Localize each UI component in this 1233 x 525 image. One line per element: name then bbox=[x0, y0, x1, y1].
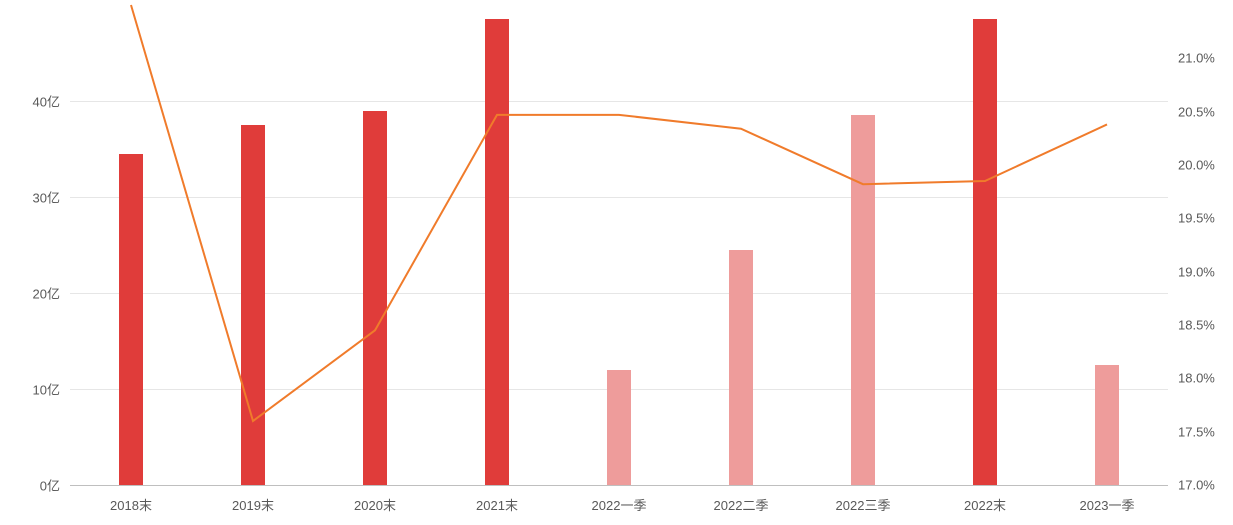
bar bbox=[485, 19, 509, 485]
bar bbox=[851, 115, 875, 485]
gridline bbox=[70, 485, 1168, 486]
x-tick-label: 2022末 bbox=[964, 495, 1006, 514]
gridline bbox=[70, 101, 1168, 102]
y1-tick-label: 0亿 bbox=[40, 476, 60, 495]
y2-tick-label: 17.5% bbox=[1178, 424, 1215, 439]
x-tick-label: 2022一季 bbox=[592, 495, 647, 514]
y2-tick-label: 17.0% bbox=[1178, 478, 1215, 493]
gridline bbox=[70, 293, 1168, 294]
y1-tick-label: 10亿 bbox=[33, 380, 60, 399]
bar bbox=[363, 111, 387, 485]
bar bbox=[1095, 365, 1119, 485]
bar bbox=[973, 19, 997, 485]
x-tick-label: 2021末 bbox=[476, 495, 518, 514]
y1-tick-label: 40亿 bbox=[33, 92, 60, 111]
dual-axis-bar-line-chart: 0亿 10亿 20亿 30亿 40亿 17.0% 17.5% 18.0% 18.5% 19.0% 1… bbox=[0, 0, 1233, 525]
y2-tick-label: 19.5% bbox=[1178, 211, 1215, 226]
y2-tick-label: 20.0% bbox=[1178, 158, 1215, 173]
y2-tick-label: 20.5% bbox=[1178, 104, 1215, 119]
x-tick-label: 2020末 bbox=[354, 495, 396, 514]
x-tick-label: 2018末 bbox=[110, 495, 152, 514]
x-tick-label: 2022二季 bbox=[714, 495, 769, 514]
y1-tick-label: 30亿 bbox=[33, 188, 60, 207]
y2-tick-label: 18.5% bbox=[1178, 318, 1215, 333]
x-tick-label: 2023一季 bbox=[1080, 495, 1135, 514]
x-tick-label: 2022三季 bbox=[836, 495, 891, 514]
gridline bbox=[70, 197, 1168, 198]
y2-tick-label: 19.0% bbox=[1178, 264, 1215, 279]
bar bbox=[119, 154, 143, 485]
bar bbox=[729, 250, 753, 485]
bar bbox=[241, 125, 265, 485]
y2-tick-label: 21.0% bbox=[1178, 51, 1215, 66]
y2-tick-label: 18.0% bbox=[1178, 371, 1215, 386]
y1-tick-label: 20亿 bbox=[33, 284, 60, 303]
bar bbox=[607, 370, 631, 485]
x-tick-label: 2019末 bbox=[232, 495, 274, 514]
